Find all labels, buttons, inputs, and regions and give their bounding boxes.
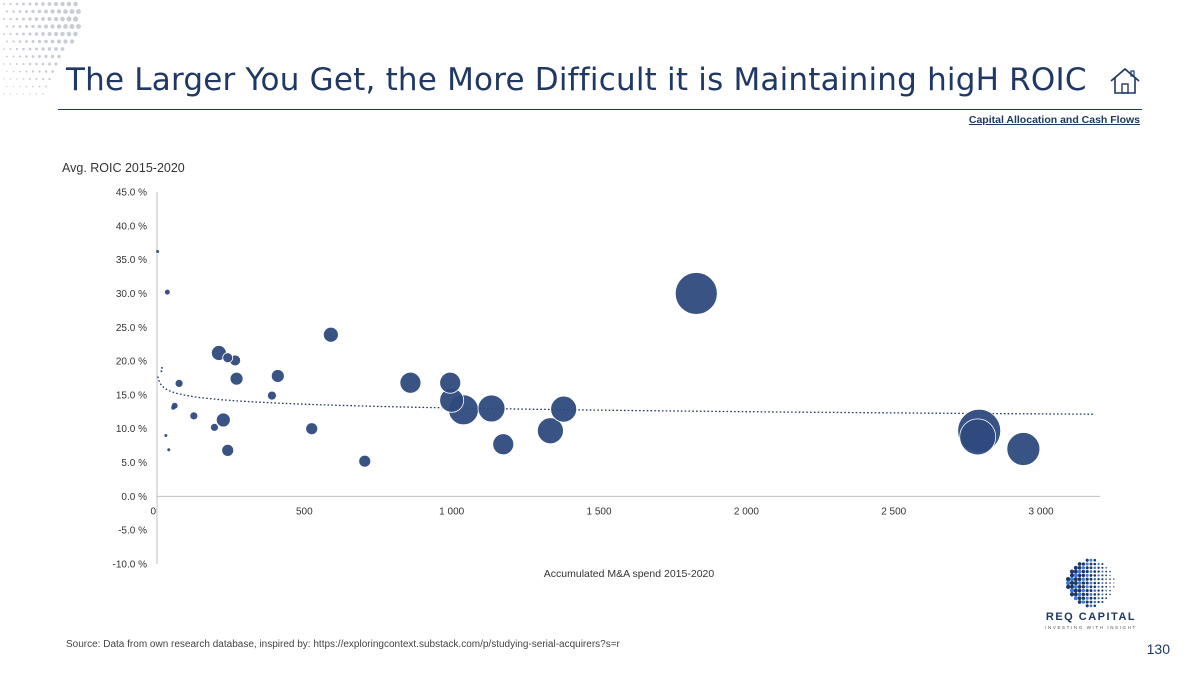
bubbles — [156, 250, 1041, 468]
bubble — [167, 448, 171, 452]
bubble — [189, 411, 199, 421]
y-axis-label: Avg. ROIC 2015-2020 — [62, 161, 185, 175]
y-tick-label: 20.0 % — [116, 357, 147, 368]
y-tick-label: 5.0 % — [121, 458, 147, 469]
page-number: 130 — [1146, 641, 1170, 657]
bubble — [221, 443, 235, 457]
bubble — [959, 418, 997, 456]
chart-axes — [156, 192, 1100, 564]
y-tick-label: 35.0 % — [116, 255, 147, 266]
logo-name: REQ CAPITAL — [1045, 611, 1137, 623]
x-axis-label: Accumulated M&A spend 2015-2020 — [544, 568, 715, 580]
source-note: Source: Data from own research database,… — [66, 639, 620, 650]
bubble — [229, 371, 244, 386]
x-tick-label: 1 000 — [439, 506, 464, 517]
y-tick-label: -10.0 % — [113, 560, 148, 571]
tick-labels: -10.0 % -5.0 % 0.0 % 5.0 % 10.0 % 15.0 % 20.0 … — [113, 188, 1054, 571]
logo-tagline: INVESTING WITH INSIGHT — [1045, 625, 1137, 630]
bubble — [161, 366, 164, 369]
bubble — [164, 289, 170, 295]
x-tick-label: 500 — [296, 506, 313, 517]
bubble — [270, 369, 285, 383]
bubble — [358, 454, 372, 468]
y-tick-label: 40.0 % — [116, 221, 147, 232]
trendline — [157, 376, 1095, 415]
y-tick-label: -5.0 % — [118, 526, 147, 537]
bubble — [164, 433, 168, 437]
bubble — [1006, 432, 1041, 466]
x-tick-label: 3 000 — [1029, 506, 1054, 517]
y-tick-label: 45.0 % — [116, 188, 147, 199]
bubble — [160, 370, 163, 373]
y-tick-label: 15.0 % — [116, 390, 147, 401]
bubble — [492, 433, 515, 456]
x-tick-label: 2 000 — [734, 506, 759, 517]
section-link[interactable]: Capital Allocation and Cash Flows — [968, 114, 1140, 126]
bubble — [210, 422, 219, 432]
title-divider — [58, 109, 1142, 110]
bubble — [171, 405, 176, 410]
bubble — [477, 394, 506, 423]
slide-title: The Larger You Get, the More Difficult i… — [66, 62, 1087, 98]
y-tick-label: 10.0 % — [116, 424, 147, 435]
bubble — [322, 326, 339, 343]
bubble — [537, 417, 564, 445]
bubble — [174, 379, 184, 388]
bubble — [305, 422, 319, 436]
req-capital-logo-icon — [1066, 558, 1115, 608]
bubble — [399, 371, 422, 394]
bubble — [267, 390, 277, 401]
bubble — [156, 250, 160, 254]
bubble — [550, 395, 578, 423]
trendline-path — [157, 376, 1095, 415]
y-tick-label: 0.0 % — [121, 492, 147, 503]
x-tick-label: 0 — [150, 506, 156, 517]
x-tick-label: 1 500 — [587, 506, 612, 517]
bubble — [215, 412, 231, 428]
y-tick-label: 30.0 % — [116, 289, 147, 300]
bubble — [439, 371, 462, 394]
dot-pattern-icon — [2, 1, 81, 95]
y-tick-label: 25.0 % — [116, 323, 147, 334]
home-icon[interactable] — [1108, 66, 1142, 96]
bubble — [222, 352, 234, 364]
bubble — [674, 272, 718, 315]
x-tick-label: 2 500 — [881, 506, 906, 517]
